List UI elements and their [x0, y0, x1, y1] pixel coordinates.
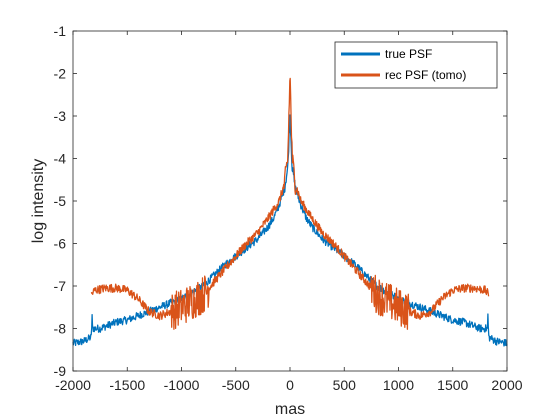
x-tick-label: 1500: [437, 377, 468, 393]
y-tick-label: -2: [54, 66, 67, 82]
ticks-layer: -2000 -1500 -1000 -500 0 500 1000 1500 2000 -9 -8 -…: [54, 23, 523, 393]
y-tick-label: -7: [54, 278, 67, 294]
x-tick-label: -2000: [55, 377, 91, 393]
x-tick-label: 1000: [383, 377, 414, 393]
y-tick-label: -1: [54, 23, 67, 39]
y-tick-label: -3: [54, 108, 67, 124]
x-tick-label: -500: [222, 377, 250, 393]
series-line-true-psf: [72, 114, 508, 347]
legend: true PSF rec PSF (tomo): [334, 41, 498, 89]
x-tick-label: -1500: [109, 377, 145, 393]
y-tick-label: -4: [54, 151, 67, 167]
x-tick-label: 500: [333, 377, 357, 393]
y-tick-label: -9: [54, 363, 67, 379]
series-line-rec-psf: [90, 77, 490, 330]
series-layer: [72, 77, 508, 347]
y-axis-label: log intensity: [30, 159, 47, 244]
x-tick-label: 0: [286, 377, 294, 393]
legend-entry-true-psf: true PSF: [385, 47, 432, 61]
x-tick-label: 2000: [491, 377, 522, 393]
y-tick-label: -6: [54, 236, 67, 252]
x-axis-label: mas: [275, 401, 305, 418]
legend-entry-rec-psf: rec PSF (tomo): [385, 68, 466, 82]
legend-box: [334, 41, 498, 89]
y-tick-label: -8: [54, 321, 67, 337]
y-tick-label: -5: [54, 193, 67, 209]
x-tick-label: -1000: [164, 377, 200, 393]
